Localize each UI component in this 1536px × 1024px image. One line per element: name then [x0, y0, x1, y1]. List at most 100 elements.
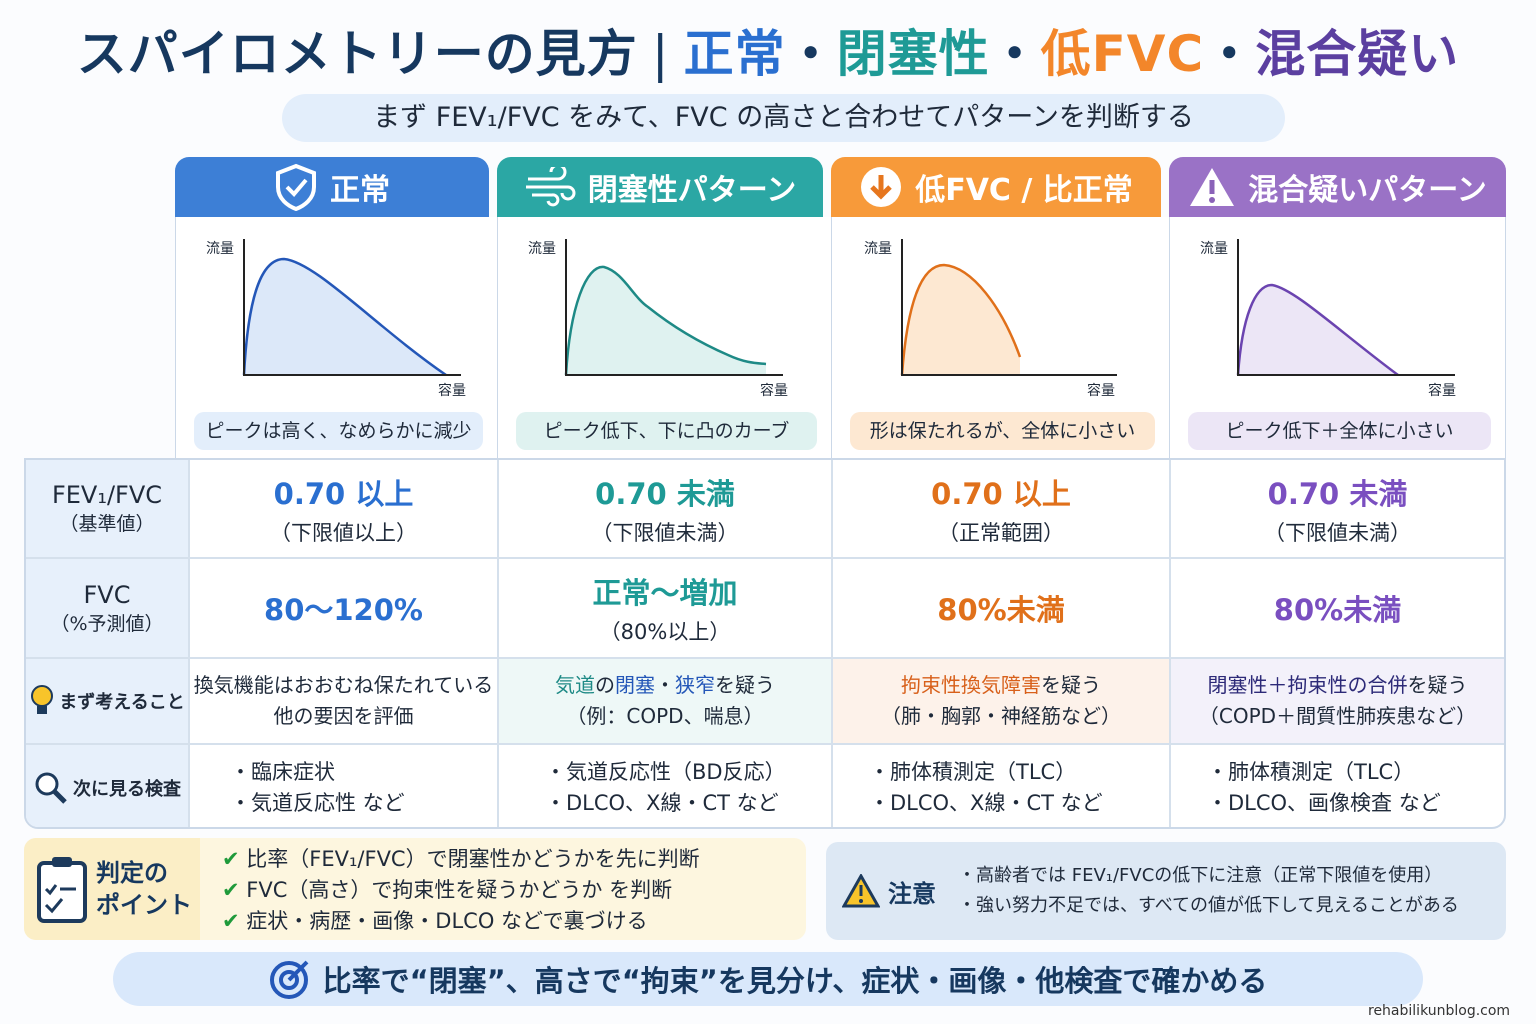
list-item: ・DLCO、画像検査 など	[1207, 791, 1441, 815]
row-ratio: FEV₁/FVC （基準値） 0.70 以上 （下限値以上） 0.70 未満 （下限値…	[26, 460, 1504, 559]
judgement-points: 判定のポイント ✔ 比率（FEV₁/FVC）で閉塞性かどうかを先に判断 ✔ FV…	[24, 838, 806, 940]
label-sub: （基準値）	[59, 513, 155, 535]
warning-icon	[842, 874, 880, 908]
footer-banner: 比率で“閉塞”、高さで“拘束”を見分け、症状・画像・他検査で確かめる	[113, 952, 1423, 1006]
text: を疑う	[715, 673, 775, 697]
text: 狭窄	[675, 673, 715, 697]
x-axis-label: 容量	[760, 383, 788, 399]
value: 0.70 以上	[273, 476, 414, 511]
cell: 換気機能はおおむね保たれている 他の要因を評価	[190, 659, 499, 743]
curve-caption: ピークは高く、なめらかに減少	[194, 412, 483, 450]
text: （例：COPD、喘息）	[566, 704, 764, 728]
title-mixed: 混合疑い	[1255, 25, 1460, 83]
y-axis-label: 流量	[528, 241, 556, 257]
check-icon: ✔	[222, 878, 247, 902]
cell: ・肺体積測定（TLC） ・DLCO、画像検査 など	[1171, 745, 1504, 827]
list-item: ✔ 症状・病歴・画像・DLCO などで裏づける	[222, 906, 700, 937]
cell: 80%未満	[833, 559, 1171, 657]
list-item: ・気道反応性（BD反応）	[545, 760, 786, 784]
note: （下限値未満）	[591, 520, 739, 545]
caution-title: 注意	[888, 879, 936, 908]
title-dot: ・	[1204, 25, 1256, 83]
check-icon: ✔	[222, 909, 247, 933]
list-item: ・気道反応性 など	[230, 791, 405, 815]
text: ・	[655, 673, 675, 697]
list-item: ・DLCO、X線・CT など	[869, 791, 1103, 815]
value: 0.70 以上	[931, 476, 1071, 511]
magnifier-icon	[35, 772, 67, 804]
label-sub: （%予測値）	[50, 612, 164, 635]
value: 80〜120%	[264, 593, 423, 627]
list-item: ・肺体積測定（TLC）	[869, 760, 1077, 784]
cell: 0.70 以上 （正常範囲）	[833, 460, 1171, 557]
label-text: FEV₁/FVC	[51, 481, 163, 509]
cell: 気道の閉塞・狭窄を疑う （例：COPD、喘息）	[499, 659, 833, 743]
header-normal: 正常	[175, 157, 489, 217]
header-mixed: 混合疑いパターン	[1169, 157, 1506, 217]
graph-mixed: 流量 容量 ピーク低下＋全体に小さい	[1169, 217, 1506, 458]
value: 正常〜増加	[592, 576, 738, 610]
title-normal: 正常	[683, 25, 786, 83]
comparison-table: FEV₁/FVC （基準値） 0.70 以上 （下限値以上） 0.70 未満 （下限値…	[24, 458, 1506, 829]
cell: 閉塞性＋拘束性の合併を疑う （COPD＋間質性肺疾患など）	[1171, 659, 1504, 743]
row-label: FEV₁/FVC （基準値）	[26, 460, 190, 557]
caution-box: 注意 ・高齢者では FEV₁/FVCの低下に注意（正常下限値を使用） ・強い努力不…	[826, 842, 1506, 940]
value: 0.70 未満	[1267, 476, 1408, 511]
shield-check-icon	[276, 163, 316, 211]
list-item: ・DLCO、X線・CT など	[545, 791, 779, 815]
flow-volume-curve-mixed	[1236, 239, 1455, 377]
warning-icon	[1190, 168, 1235, 206]
cell: 拘束性換気障害を疑う （肺・胸郭・神経筋など）	[833, 659, 1171, 743]
cell: 0.70 未満 （下限値未満）	[1171, 460, 1504, 557]
title-obstructive: 閉塞性	[836, 25, 990, 83]
curve-caption: ピーク低下、下に凸のカーブ	[516, 412, 817, 450]
points-title: 判定の	[96, 859, 168, 887]
list-item: ・高齢者では FEV₁/FVCの低下に注意（正常下限値を使用）	[958, 865, 1443, 886]
label-text: FVC	[83, 580, 131, 609]
item-text: 症状・病歴・画像・DLCO などで裏づける	[246, 909, 648, 933]
target-icon	[269, 960, 309, 999]
cell: 0.70 以上 （下限値以上）	[190, 460, 499, 557]
wind-icon	[525, 167, 576, 207]
value: 80%未満	[937, 593, 1065, 627]
text: 閉塞	[615, 673, 655, 697]
graph-low-fvc: 流量 容量 形は保たれるが、全体に小さい	[831, 217, 1169, 458]
title-main: スパイロメトリーの見方	[76, 25, 638, 83]
label-text: まず考えること	[59, 692, 185, 713]
note: （正常範囲）	[938, 520, 1064, 545]
text: 換気機能はおおむね保たれている	[193, 673, 494, 697]
text: 気道	[555, 673, 595, 697]
value: 0.70 未満	[595, 476, 735, 511]
curve-caption: 形は保たれるが、全体に小さい	[850, 412, 1155, 450]
item-text: FVC（高さ）で拘束性を疑うかどうか を判断	[246, 878, 673, 902]
text: 閉塞性＋拘束性の合併	[1207, 673, 1408, 697]
row-tests: 次に見る検査 ・臨床症状・気道反応性 など ・気道反応性（BD反応） ・DLCO、…	[26, 745, 1504, 827]
points-title: ポイント	[96, 891, 192, 919]
row-label: まず考えること	[26, 659, 190, 743]
flow-volume-curve-obstructive	[564, 239, 783, 376]
text: の	[595, 673, 615, 697]
text: 拘束性換気障害	[901, 673, 1041, 697]
y-axis-label: 流量	[864, 241, 892, 257]
points-heading: 判定の ポイント	[24, 838, 200, 940]
cell: 80%未満	[1171, 559, 1504, 657]
row-fvc: FVC （%予測値） 80〜120% 正常〜増加 （80%以上） 80%未満 80%…	[26, 559, 1504, 659]
title-separator: |	[651, 25, 670, 83]
text: 他の要因を評価	[273, 704, 414, 728]
cell: 80〜120%	[190, 559, 499, 657]
x-axis-label: 容量	[1428, 383, 1456, 399]
list-item: ✔ 比率（FEV₁/FVC）で閉塞性かどうかを先に判断	[222, 844, 700, 875]
text: （肺・胸郭・神経筋など）	[881, 704, 1121, 728]
header-low-fvc: 低FVC / 比正常	[831, 157, 1161, 217]
list-item: ・強い努力不足では、すべての値が低下して見えることがある	[958, 895, 1459, 916]
header-label: 正常	[330, 173, 390, 208]
header-obstructive: 閉塞性パターン	[497, 157, 823, 217]
text: を疑う	[1407, 673, 1468, 697]
header-label: 低FVC / 比正常	[915, 173, 1133, 208]
list-item: ・臨床症状	[230, 760, 335, 784]
label-text: 次に見る検査	[73, 779, 181, 800]
title-dot: ・	[785, 25, 837, 83]
clipboard-check-icon	[37, 857, 87, 923]
row-label: 次に見る検査	[26, 745, 190, 827]
flow-volume-curve-low-fvc	[900, 239, 1117, 376]
